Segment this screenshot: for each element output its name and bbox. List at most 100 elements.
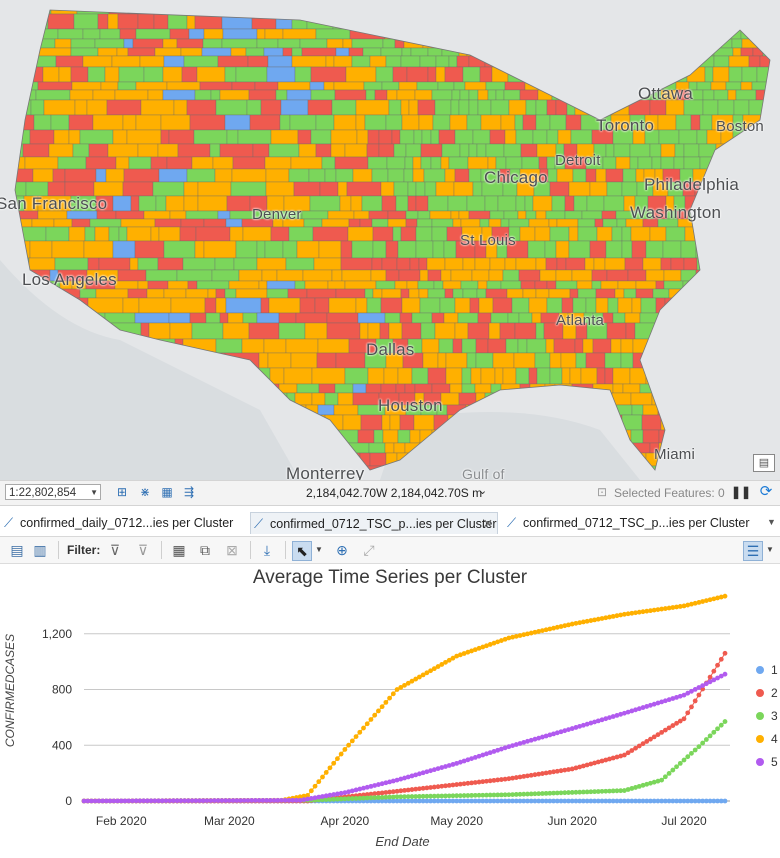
tab-chart-3[interactable]: ⟋ confirmed_0712_TSC_p...ies per Cluster (507, 512, 757, 534)
county-polygon (547, 168, 558, 183)
county-polygon (466, 352, 477, 369)
coordinate-readout: 2,184,042.70W 2,184,042.70S m (306, 486, 483, 500)
tab-chart-1[interactable]: ⟋ confirmed_daily_0712...ies per Cluster (4, 512, 244, 534)
county-polygon (710, 81, 727, 91)
data-point (666, 771, 672, 776)
series-5[interactable] (81, 671, 728, 804)
county-polygon (539, 269, 557, 282)
county-polygon (431, 383, 451, 394)
county-polygon (452, 288, 464, 299)
county-polygon (617, 280, 637, 290)
data-point (543, 798, 549, 804)
map-overview-toggle-icon[interactable]: ▤ (753, 454, 775, 472)
county-polygon (140, 99, 175, 116)
full-extent-icon[interactable]: ⤢ (363, 542, 375, 558)
series-4[interactable] (81, 593, 728, 804)
data-point (592, 789, 597, 795)
county-polygon (397, 367, 413, 385)
data-point (383, 794, 389, 800)
county-polygon (443, 312, 459, 324)
map-view[interactable]: Ottawa Toronto Boston Detroit Chicago Ph… (0, 0, 780, 480)
pause-drawing-icon[interactable]: ❚❚ (731, 485, 752, 499)
chevron-down-icon[interactable]: ⌄ (478, 485, 488, 497)
scale-dropdown[interactable]: 1:22,802,854 ▼ (5, 484, 101, 500)
select-grid-icon[interactable]: ⋇ (139, 485, 151, 499)
filter-by-extent-icon[interactable]: ⊽ (109, 542, 121, 558)
county-polygon (232, 156, 266, 170)
county-polygon (467, 322, 490, 340)
data-point (629, 786, 635, 791)
data-point (413, 798, 419, 804)
data-point (528, 798, 534, 804)
snapping-icon[interactable]: ⇶ (183, 485, 195, 499)
data-point (368, 791, 374, 797)
city-label-miami: Miami (654, 446, 695, 463)
data-point (536, 791, 542, 797)
data-point (525, 791, 530, 797)
county-polygon (296, 240, 320, 259)
county-polygon (293, 181, 321, 197)
data-point (614, 613, 620, 619)
county-polygon (117, 269, 147, 282)
series-2[interactable] (81, 650, 728, 804)
data-point (506, 744, 512, 750)
county-polygon (368, 210, 389, 220)
county-polygon (368, 442, 386, 454)
county-polygon (50, 114, 70, 131)
county-polygon (83, 240, 114, 259)
county-polygon (592, 338, 612, 354)
chevron-down-icon[interactable]: ▼ (315, 545, 323, 554)
data-point (383, 699, 389, 705)
add-point-icon[interactable]: ⊞ (116, 485, 128, 499)
data-point (290, 797, 296, 803)
county-polygon (504, 129, 517, 145)
data-point (539, 791, 545, 796)
data-point (275, 797, 281, 803)
grid-icon[interactable]: ▦ (161, 485, 173, 499)
data-point (562, 790, 568, 796)
data-point (722, 650, 728, 656)
data-point (420, 672, 426, 678)
export-icon[interactable]: ⤓ (263, 542, 271, 558)
switch-selection-icon[interactable]: ⧉ (200, 542, 210, 558)
data-point (569, 798, 575, 804)
filter-by-selection-icon[interactable]: ⊽ (137, 542, 149, 558)
county-polygon (535, 114, 551, 131)
bar-chart-icon[interactable]: ▥ (33, 542, 47, 558)
refresh-icon[interactable]: ⟳ (759, 483, 773, 500)
clear-selection-icon[interactable]: ⊠ (226, 542, 238, 558)
data-point (614, 798, 620, 804)
county-polygon (515, 257, 537, 271)
county-polygon (367, 156, 388, 170)
zoom-in-icon[interactable]: ⊕ (336, 542, 348, 558)
county-polygon (441, 143, 461, 158)
data-point (271, 797, 277, 803)
county-polygon (309, 81, 325, 91)
tab-chart-2[interactable]: ⟋ confirmed_0712_TSC_p...ies per Cluster … (250, 512, 498, 534)
county-polygon (561, 297, 574, 314)
data-point (629, 610, 635, 616)
county-polygon (176, 269, 213, 282)
tab-overflow-dropdown-icon[interactable]: ▼ (767, 517, 776, 527)
data-point (178, 798, 184, 804)
data-point (651, 734, 657, 740)
county-polygon (440, 392, 460, 406)
select-tool-icon[interactable]: ⬉ (292, 541, 312, 561)
county-polygon (214, 257, 235, 271)
county-polygon (130, 195, 140, 212)
line-chart-panel[interactable]: Average Time Series per Cluster 0 400 800 1… (0, 564, 780, 853)
data-point (390, 778, 396, 784)
chart-toolbar: ▤ ▥ Filter: ⊽ ⊽ ▦ ⧉ ⊠ ⤓ ⬉ ▼ ⊕ ⤢ ☰ ▼ (0, 537, 780, 564)
chevron-down-icon[interactable]: ▼ (766, 545, 774, 554)
county-polygon (702, 99, 719, 116)
data-point (454, 793, 460, 799)
county-polygon (495, 89, 505, 101)
table-icon[interactable]: ▦ (172, 542, 186, 558)
county-choropleth-map[interactable] (0, 0, 780, 480)
county-polygon (380, 297, 403, 314)
legend-toggle-icon[interactable]: ☰ (743, 541, 763, 561)
chart-properties-icon[interactable]: ▤ (10, 542, 24, 558)
county-polygon (86, 99, 108, 116)
close-icon[interactable]: ✕ (482, 517, 493, 531)
